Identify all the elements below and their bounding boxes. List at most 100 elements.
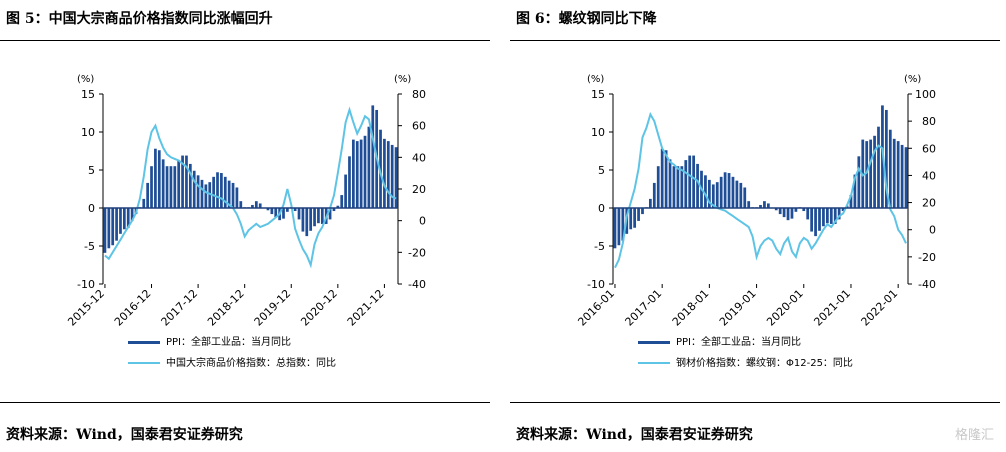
ppi-bar — [282, 208, 285, 219]
ppi-bar — [181, 155, 184, 208]
left-tick-label: -5 — [84, 240, 95, 253]
legend-item-bar: PPI：全部工业品：当月同比 — [638, 333, 801, 348]
left-tick-label: 0 — [598, 202, 605, 215]
legend-label: 中国大宗商品价格指数：总指数：同比 — [166, 358, 336, 369]
ppi-bar — [150, 166, 153, 208]
figure-6-panel: 图 6：螺纹钢同比下降 -10 -5 0 5 10 15 (%) -40 -20 0 20 40 60 8… — [510, 0, 1000, 452]
ppi-bar — [239, 201, 243, 208]
ppi-bar — [896, 141, 900, 208]
right-tick-label: 0 — [419, 215, 426, 228]
ppi-bar — [704, 175, 707, 208]
ppi-bar — [188, 163, 192, 208]
ppi-bar — [340, 195, 344, 208]
ppi-bar — [355, 141, 359, 208]
source-rule — [510, 402, 1000, 403]
right-tick-label: 40 — [922, 169, 936, 182]
ppi-bar — [305, 208, 309, 237]
ppi-bar — [731, 176, 735, 208]
ppi-bar — [849, 195, 853, 208]
right-tick-label: 60 — [922, 142, 936, 155]
ppi-bar — [274, 208, 278, 218]
ppi-bar — [637, 208, 640, 221]
ppi-bar — [227, 180, 231, 208]
ppi-bar — [297, 208, 301, 220]
left-axis-unit: (%) — [587, 74, 604, 85]
ppi-bar — [379, 129, 382, 208]
ppi-bar — [888, 129, 892, 208]
ppi-bar — [904, 147, 908, 208]
ppi-bar — [727, 173, 731, 208]
ppi-bar — [790, 208, 794, 219]
x-tick-label: 2021-01 — [811, 287, 853, 329]
left-tick-label: 5 — [88, 164, 95, 177]
ppi-bar — [126, 208, 130, 228]
ppi-bar — [212, 176, 215, 208]
ppi-bar — [692, 155, 696, 208]
ppi-bar — [641, 208, 644, 215]
left-tick-label: -5 — [594, 240, 605, 253]
ppi-bar — [185, 155, 188, 208]
ppi-bar — [786, 208, 790, 221]
ppi-bar — [231, 182, 235, 208]
chart-svg: -10 -5 0 5 10 15 (%) -40 -20 0 20 40 60 80 100 (%) 2016-… — [575, 74, 936, 329]
source-note: 资料来源：Wind，国泰君安证券研究 — [516, 427, 753, 443]
ppi-bar — [301, 208, 305, 232]
ppi-bar — [165, 166, 169, 208]
ppi-bar — [877, 126, 880, 208]
ppi-bar — [383, 138, 386, 208]
ppi-bar — [317, 208, 320, 224]
ppi-bar — [309, 208, 313, 231]
ppi-bar — [825, 208, 829, 224]
ppi-bar — [157, 150, 161, 208]
ppi-bar — [684, 160, 688, 208]
legend-label: 钢材价格指数：螺纹钢：Φ12-25：同比 — [676, 358, 853, 369]
ppi-bar — [173, 166, 177, 208]
left-tick-label: 5 — [598, 164, 605, 177]
ppi-bar — [782, 208, 786, 218]
ppi-bar — [320, 208, 324, 224]
title-rule — [0, 40, 490, 41]
ppi-bar — [363, 135, 367, 208]
left-tick-label: -10 — [587, 278, 605, 291]
ppi-bar — [664, 150, 668, 208]
x-tick-label: 2020-12 — [298, 287, 340, 329]
left-tick-label: 15 — [591, 88, 605, 101]
ppi-bar — [660, 148, 664, 208]
ppi-bar — [892, 138, 896, 208]
ppi-bar — [774, 208, 778, 211]
ppi-bar — [763, 201, 766, 208]
ppi-bar — [680, 166, 684, 208]
ppi-bar — [367, 126, 371, 208]
ppi-bar — [394, 147, 398, 208]
ppi-bar — [200, 179, 204, 208]
ppi-bar — [766, 203, 770, 208]
right-tick-label: -20 — [408, 246, 426, 259]
ppi-bar — [390, 144, 394, 208]
ppi-bar — [293, 208, 297, 212]
right-tick-label: 60 — [412, 120, 426, 133]
legend-swatch-line — [128, 362, 160, 364]
ppi-bar — [352, 139, 355, 208]
legend-label: PPI：全部工业品：当月同比 — [676, 337, 802, 348]
ppi-bar — [115, 208, 118, 241]
ppi-bar — [258, 203, 262, 208]
ppi-bar — [270, 208, 274, 215]
ppi-bar — [857, 156, 861, 208]
legend-swatch-bar — [638, 340, 670, 344]
ppi-bar — [806, 208, 810, 220]
legend-swatch-line — [638, 362, 670, 364]
ppi-bar — [122, 208, 126, 230]
ppi-bar — [386, 141, 390, 208]
ppi-bar — [208, 182, 212, 208]
ppi-bar — [735, 180, 739, 208]
ppi-bar — [204, 184, 208, 208]
ppi-bar — [719, 176, 723, 208]
figure-5-panel: 图 5：中国大宗商品价格指数同比涨幅回升 -10 -5 0 5 10 15 (%) -40 -2… — [0, 0, 490, 452]
ppi-bar — [743, 187, 747, 208]
ppi-bar — [869, 139, 873, 208]
legend-item-line: 中国大宗商品价格指数：总指数：同比 — [128, 354, 336, 369]
ppi-bar — [266, 208, 270, 211]
source-rule — [0, 402, 490, 403]
ppi-bar — [336, 205, 340, 208]
